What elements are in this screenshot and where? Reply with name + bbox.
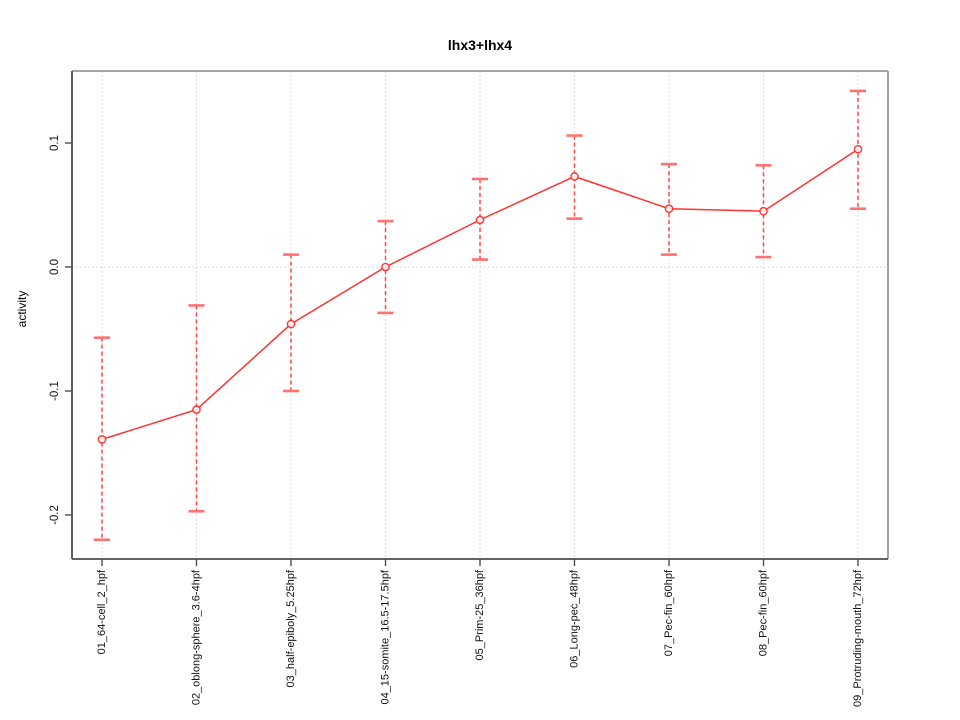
data-point (853, 144, 863, 154)
data-point (192, 405, 201, 414)
y-tick-label: -0.2 (49, 505, 61, 525)
y-tick-label: 0.0 (49, 259, 61, 275)
data-point (381, 262, 390, 272)
chart-title: lhx3+lhx4 (447, 37, 513, 53)
data-point (97, 435, 107, 444)
x-tick-label: 05_Prim-25_36hpf (474, 569, 486, 660)
data-point (475, 215, 485, 225)
data-point (570, 172, 579, 181)
data-point (286, 319, 296, 329)
x-tick-label: 08_Pec-fin_60hpf (758, 569, 770, 656)
data-point (664, 204, 674, 214)
x-tick-label: 02_oblong-sphere_3.6-4hpf (191, 569, 203, 705)
x-tick-label: 01_64-cell_2_hpf (96, 569, 108, 654)
x-tick-label: 03_half-epiboly_5.25hpf (285, 569, 297, 687)
x-tick-label: 07_Pec-fin_60hpf (663, 569, 675, 656)
x-tick-label: 04_15-somite_16.5-17.5hpf (380, 569, 392, 704)
data-point (759, 206, 768, 216)
x-tick-label: 09_Protruding-mouth_72hpf (852, 569, 864, 707)
y-tick-label: 0.1 (49, 135, 61, 151)
y-tick-label: -0.1 (49, 381, 61, 401)
x-tick-label: 06_Long-pec_48hpf (569, 569, 581, 668)
